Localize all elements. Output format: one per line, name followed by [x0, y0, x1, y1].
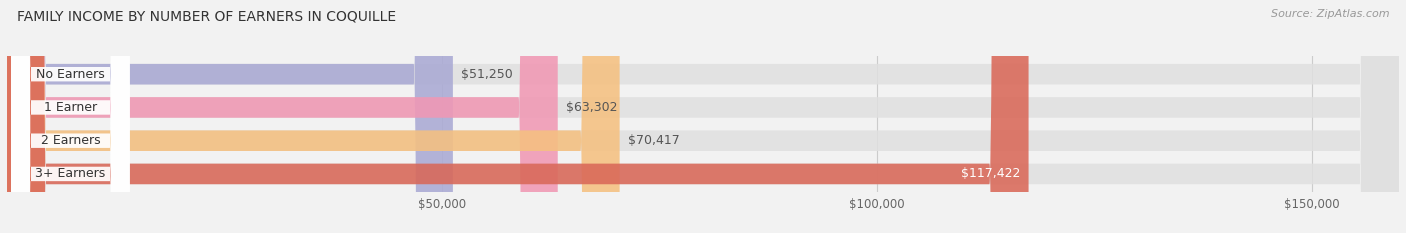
FancyBboxPatch shape [7, 0, 620, 233]
Text: Source: ZipAtlas.com: Source: ZipAtlas.com [1271, 9, 1389, 19]
Text: $63,302: $63,302 [567, 101, 617, 114]
Text: $51,250: $51,250 [461, 68, 513, 81]
FancyBboxPatch shape [7, 0, 1399, 233]
FancyBboxPatch shape [11, 0, 129, 233]
FancyBboxPatch shape [11, 0, 129, 233]
FancyBboxPatch shape [7, 0, 558, 233]
Text: 3+ Earners: 3+ Earners [35, 168, 105, 180]
Text: 1 Earner: 1 Earner [44, 101, 97, 114]
Text: No Earners: No Earners [37, 68, 104, 81]
Text: 2 Earners: 2 Earners [41, 134, 100, 147]
FancyBboxPatch shape [7, 0, 1029, 233]
Text: FAMILY INCOME BY NUMBER OF EARNERS IN COQUILLE: FAMILY INCOME BY NUMBER OF EARNERS IN CO… [17, 9, 396, 23]
FancyBboxPatch shape [7, 0, 1399, 233]
FancyBboxPatch shape [7, 0, 1399, 233]
FancyBboxPatch shape [7, 0, 453, 233]
FancyBboxPatch shape [11, 0, 129, 233]
FancyBboxPatch shape [11, 0, 129, 233]
Text: $117,422: $117,422 [960, 168, 1021, 180]
FancyBboxPatch shape [7, 0, 1399, 233]
Text: $70,417: $70,417 [628, 134, 679, 147]
